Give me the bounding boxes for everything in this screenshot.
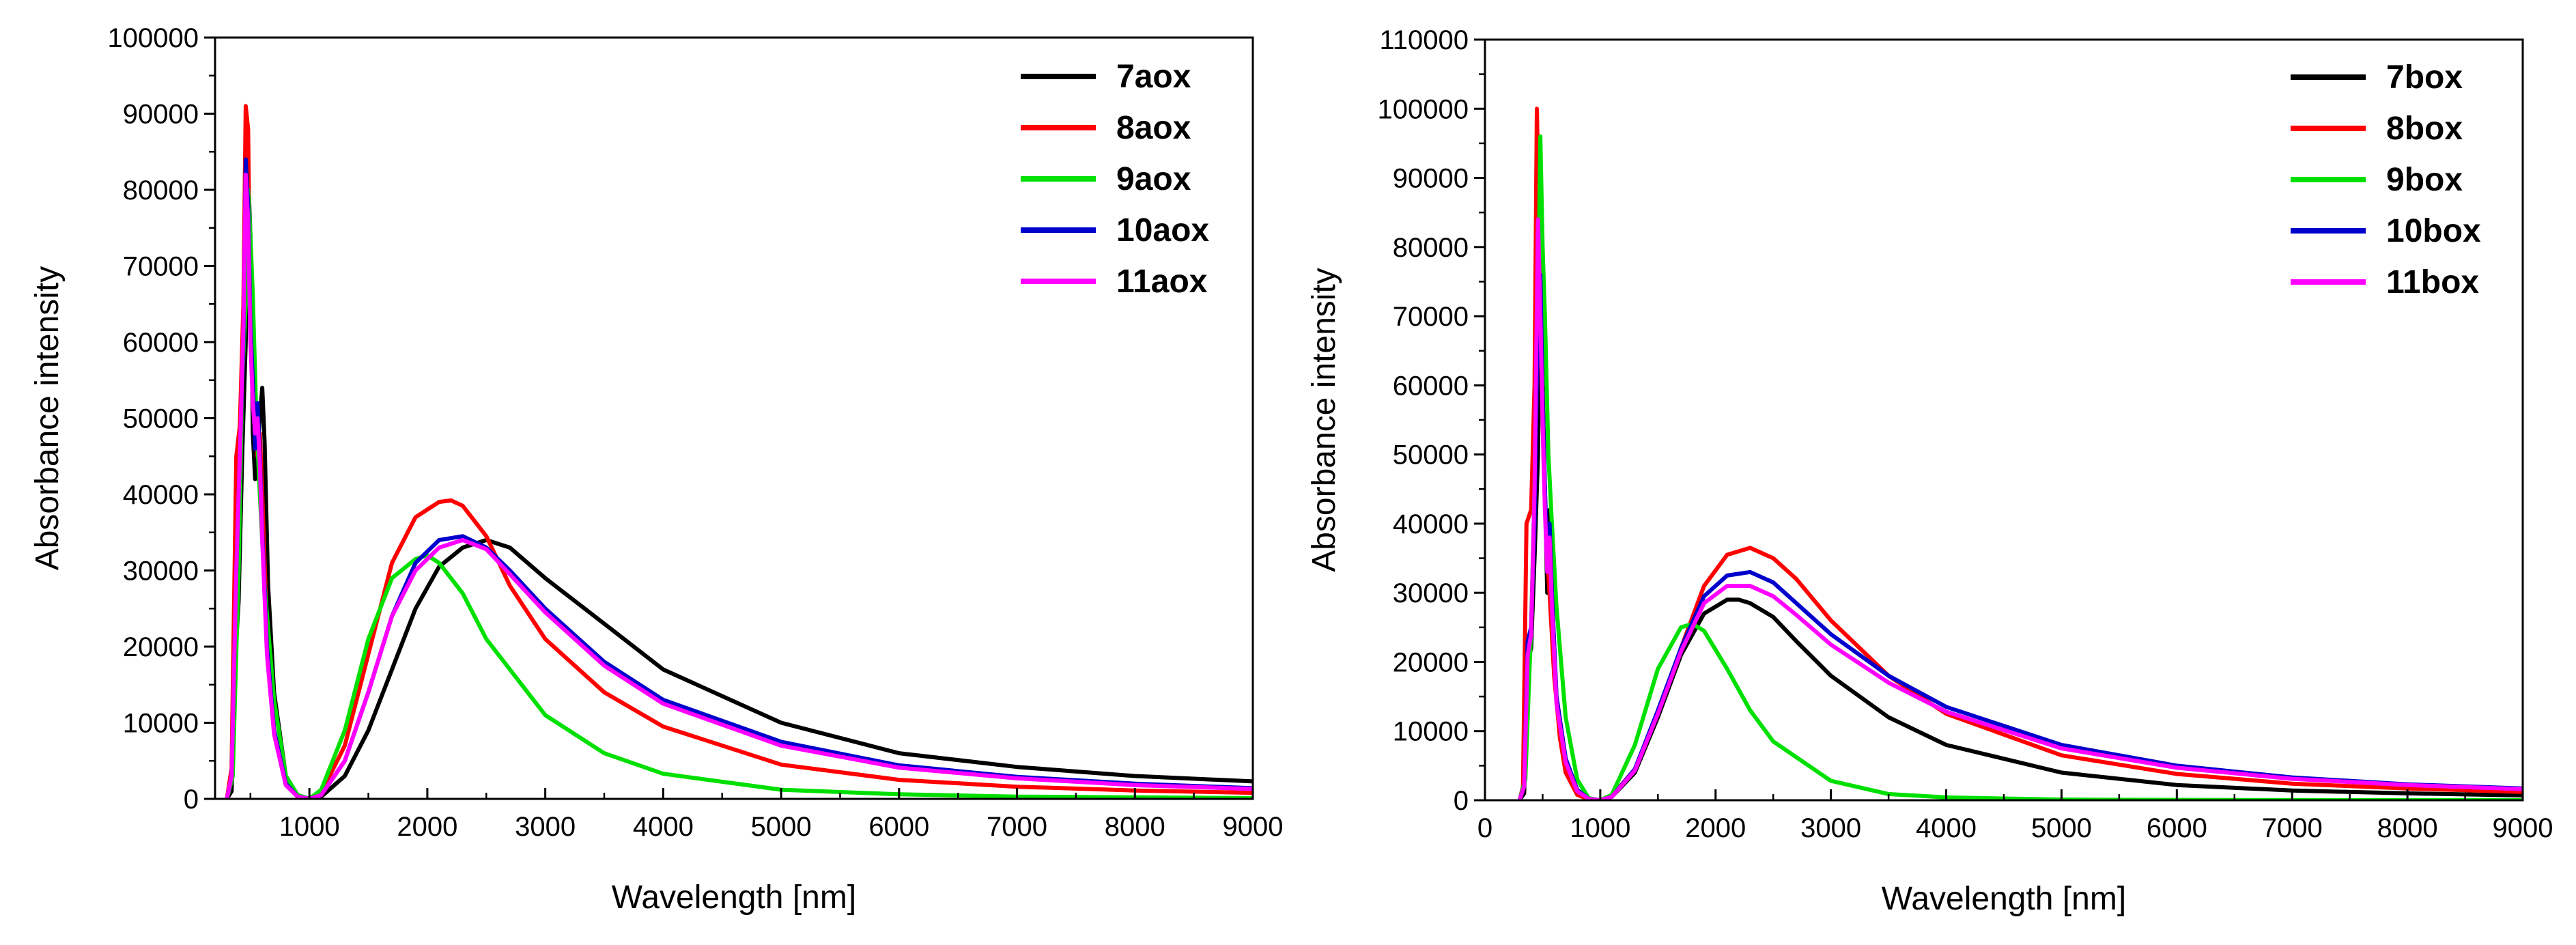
y-tick-label: 110000 <box>1379 25 1469 55</box>
legend-label-7box: 7box <box>2386 59 2463 96</box>
legend: 7box 8box 9box 10box 11box <box>2291 59 2481 300</box>
x-axis-title: Wavelength [nm] <box>1882 881 2126 917</box>
legend-label-8box: 8box <box>2386 111 2463 147</box>
legend-label-10aox: 10aox <box>1116 212 1209 249</box>
y-tick-label: 10000 <box>1393 717 1469 747</box>
chart-panel-left: 1000 2000 3000 4000 5000 6000 7000 8000 90000100… <box>29 23 1283 916</box>
plot-frame <box>1484 38 2524 802</box>
y-axis-title: Absorbance intensity <box>29 266 66 571</box>
x-tick-label: 2000 <box>397 812 457 842</box>
x-tick-label: 7000 <box>2262 813 2323 843</box>
y-tick-label: 90000 <box>1393 164 1469 194</box>
y-tick-label: 40000 <box>1393 509 1469 539</box>
x-tick-label: 5000 <box>751 812 812 842</box>
x-tick-label: 1000 <box>1570 813 1630 843</box>
x-tick-label: 5000 <box>2031 813 2092 843</box>
y-tick-label: 0 <box>184 785 199 815</box>
y-tick-label: 20000 <box>1393 647 1469 677</box>
series-line-7aox <box>225 172 1253 799</box>
y-axis-title: Absorbance intensity <box>1306 268 1342 572</box>
y-tick-label: 40000 <box>123 480 199 510</box>
y-tick-label: 50000 <box>1393 440 1469 470</box>
legend-label-7aox: 7aox <box>1116 59 1191 95</box>
y-tick-label: 70000 <box>123 252 199 282</box>
y-tick-label: 20000 <box>123 632 199 662</box>
legend-label-9box: 9box <box>2386 162 2463 198</box>
x-tick-label: 4000 <box>1916 813 1977 843</box>
series-line-11box <box>1517 217 2523 800</box>
x-tick-label: 1000 <box>279 812 340 842</box>
y-tick-label: 0 <box>1454 786 1469 816</box>
legend-label-11aox: 11aox <box>1116 264 1208 300</box>
x-axis-title: Wavelength [nm] <box>612 879 856 916</box>
y-tick-label: 30000 <box>1393 578 1469 608</box>
series-line-9aox <box>225 188 1253 799</box>
series-line-11aox <box>225 172 1253 799</box>
y-tick-label: 90000 <box>123 100 199 130</box>
x-tick-label: 2000 <box>1685 813 1746 843</box>
series-line-9box <box>1517 134 2523 800</box>
legend-label-11box: 11box <box>2386 264 2479 300</box>
x-tick-label: 6000 <box>2147 813 2207 843</box>
x-tick-label: 7000 <box>987 812 1047 842</box>
chart-panel-right: 0 1000 2000 3000 4000 5000 6000 7000 8000 9000010… <box>1306 25 2553 917</box>
y-tick-label: 80000 <box>123 175 199 206</box>
y-tick-label: 70000 <box>1393 302 1469 332</box>
y-tick-label: 80000 <box>1393 233 1469 263</box>
x-tick-label: 8000 <box>1105 812 1165 842</box>
x-tick-label: 3000 <box>1800 813 1861 843</box>
y-tick-label: 60000 <box>1393 371 1469 401</box>
y-tick-label: 60000 <box>123 328 199 358</box>
series-group <box>1517 107 2523 800</box>
y-tick-label: 10000 <box>123 709 199 739</box>
legend-label-10box: 10box <box>2386 213 2481 249</box>
series-line-8box <box>1517 107 2523 800</box>
y-tick-label: 100000 <box>1378 94 1469 124</box>
y-tick-label: 30000 <box>123 556 199 587</box>
x-tick-label: 0 <box>1477 813 1492 843</box>
y-tick-label: 50000 <box>123 404 199 434</box>
x-tick-label: 4000 <box>633 812 694 842</box>
x-tick-label: 9000 <box>2493 813 2553 843</box>
y-tick-label: 100000 <box>108 23 199 53</box>
x-tick-label: 9000 <box>1223 812 1284 842</box>
legend-label-9aox: 9aox <box>1116 161 1191 197</box>
series-group <box>225 104 1253 799</box>
x-tick-label: 8000 <box>2377 813 2438 843</box>
series-line-7box <box>1517 259 2523 800</box>
x-tick-label: 3000 <box>515 812 576 842</box>
legend-label-8aox: 8aox <box>1116 110 1191 146</box>
legend: 7aox 8aox 9aox 10aox 11aox <box>1021 59 1209 300</box>
x-tick-label: 6000 <box>868 812 929 842</box>
series-line-10box <box>1517 272 2523 800</box>
